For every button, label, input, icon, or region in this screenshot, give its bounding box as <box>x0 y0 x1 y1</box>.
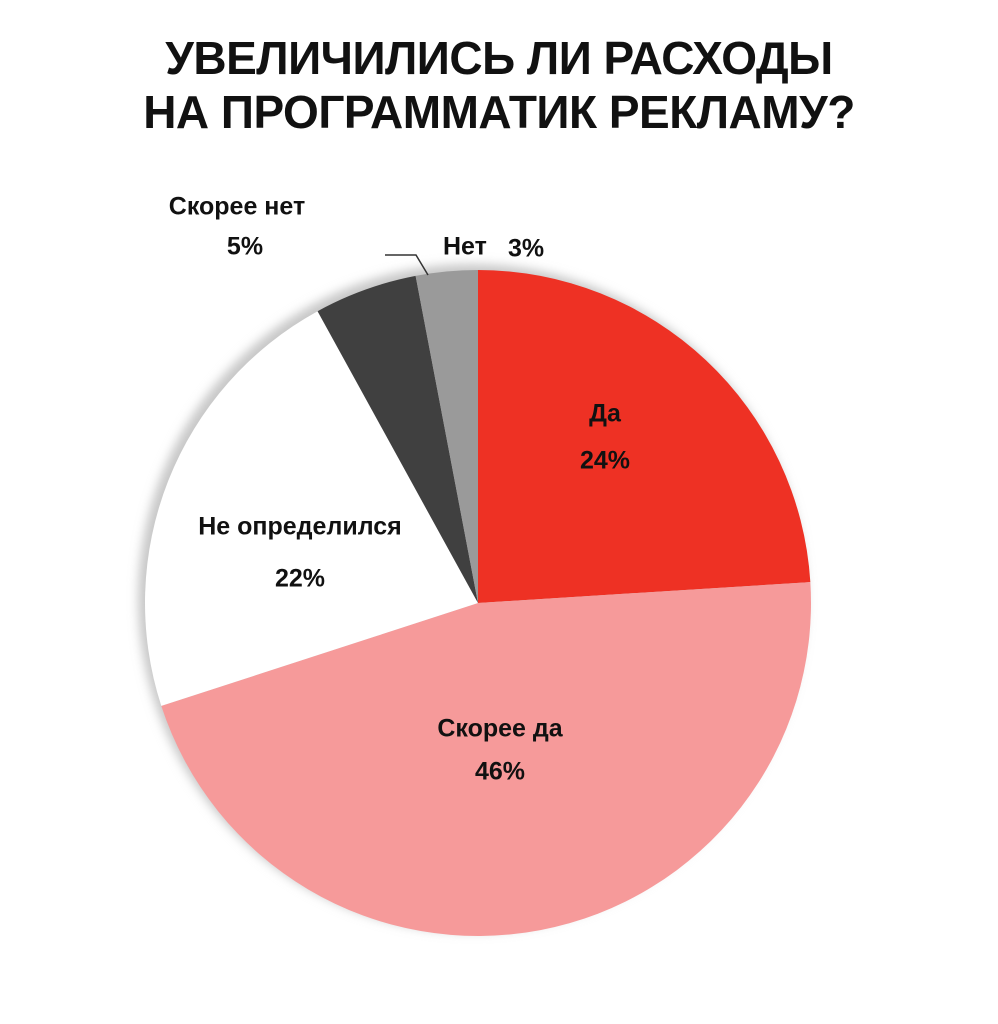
slice-label: Нет <box>443 233 487 261</box>
value-label: 22% <box>275 565 325 593</box>
value-label: 5% <box>227 233 263 261</box>
pie-slice <box>415 270 478 603</box>
pie <box>145 270 811 936</box>
pie-slice <box>161 582 811 936</box>
slice-label: Скорее да <box>437 715 563 743</box>
slice-label: Да <box>589 400 622 428</box>
value-label: 3% <box>508 235 544 263</box>
chart-title: НА ПРОГРАММАТИК РЕКЛАМУ? <box>143 86 855 138</box>
pie-slice <box>317 275 478 603</box>
pie-slice <box>478 270 811 603</box>
chart-title: УВЕЛИЧИЛИСЬ ЛИ РАСХОДЫ <box>165 32 832 84</box>
value-label: 24% <box>580 447 630 475</box>
slice-label: Скорее нет <box>169 193 305 221</box>
pie-slice <box>145 311 478 706</box>
slice-label: Не определился <box>198 513 402 541</box>
leader-line <box>385 254 429 276</box>
value-label: 46% <box>475 758 525 786</box>
